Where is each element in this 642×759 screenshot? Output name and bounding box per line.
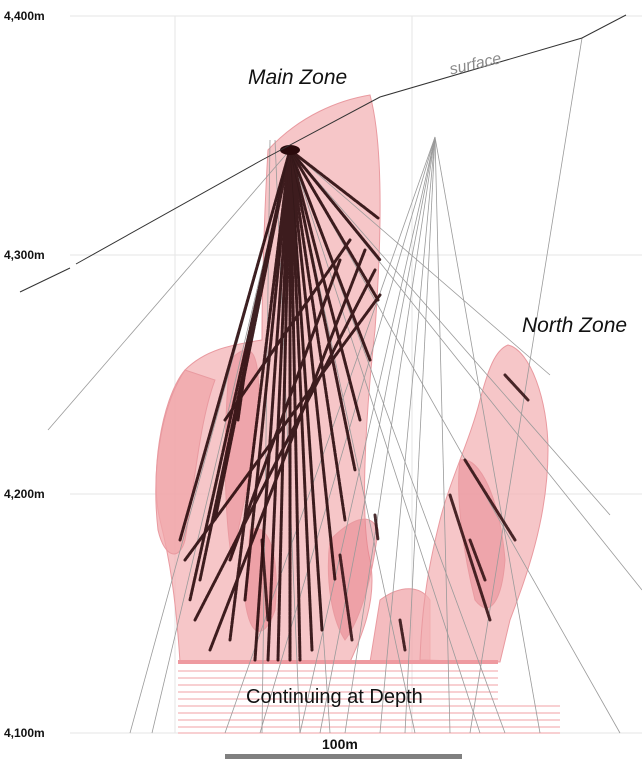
collar-cluster [280, 145, 300, 155]
north-zone-orebody [419, 344, 549, 663]
main-zone-label: Main Zone [248, 66, 348, 89]
north-zone-label: North Zone [522, 314, 628, 337]
surface-line [19, 14, 627, 293]
elevation-label-4100: 4,100m [4, 726, 45, 740]
elevation-label-4400: 4,400m [4, 9, 45, 23]
depth-slab [178, 660, 560, 734]
north-zone-drill-traces [260, 373, 530, 652]
elevation-label-4300: 4,300m [4, 248, 45, 262]
depth-label: Continuing at Depth [246, 686, 423, 708]
elevation-label-4200: 4,200m [4, 487, 45, 501]
main-zone-drill-fan [178, 148, 382, 662]
scale-bar [225, 754, 462, 759]
scale-label: 100m [322, 736, 358, 752]
